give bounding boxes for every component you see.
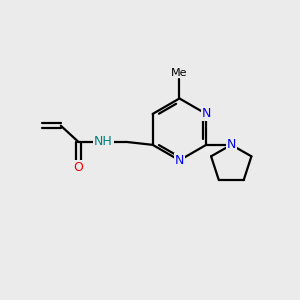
- Text: O: O: [74, 161, 83, 174]
- Text: N: N: [175, 154, 184, 167]
- Text: NH: NH: [94, 135, 113, 148]
- Text: Me: Me: [171, 68, 188, 78]
- Text: N: N: [202, 107, 211, 120]
- Text: N: N: [226, 138, 236, 151]
